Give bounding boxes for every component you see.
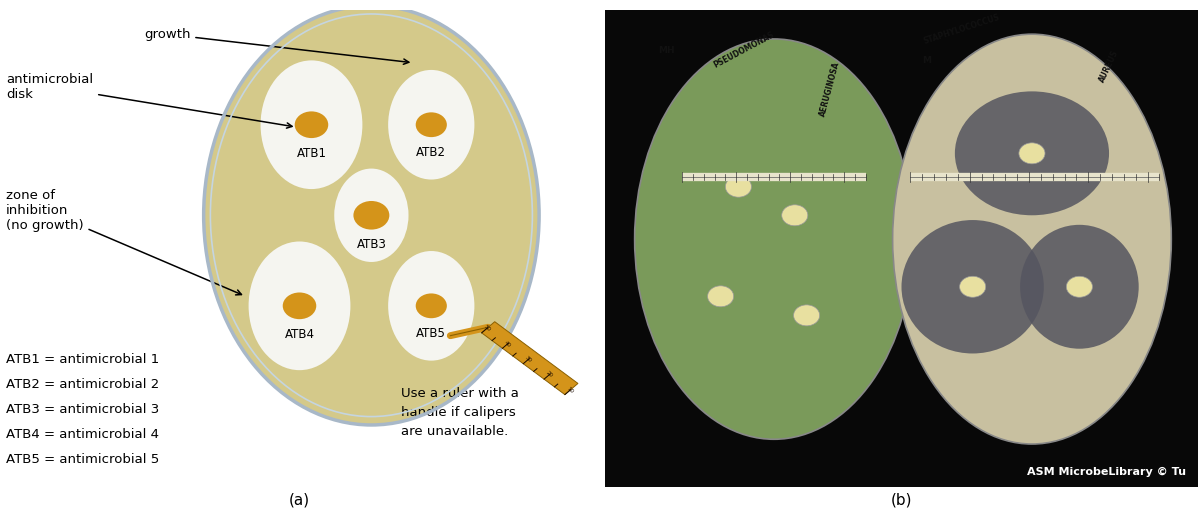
Text: growth: growth <box>144 27 409 64</box>
Ellipse shape <box>893 34 1172 444</box>
Text: AUREUS: AUREUS <box>1097 49 1120 84</box>
Text: AERUGINOSA: AERUGINOSA <box>818 60 842 117</box>
Text: (b): (b) <box>891 493 912 507</box>
Circle shape <box>353 201 389 229</box>
Text: 40: 40 <box>503 340 512 348</box>
Text: MH: MH <box>659 46 674 55</box>
Text: STAPHYLOCOCCUS: STAPHYLOCOCCUS <box>922 12 1000 46</box>
Text: ATB3: ATB3 <box>357 238 386 251</box>
Ellipse shape <box>901 220 1043 353</box>
Ellipse shape <box>388 251 474 361</box>
Ellipse shape <box>249 241 351 370</box>
Text: ATB4: ATB4 <box>284 328 315 341</box>
Text: ATB5 = antimicrobial 5: ATB5 = antimicrobial 5 <box>6 453 159 466</box>
Text: 20: 20 <box>545 370 553 379</box>
Text: PSEUDOMONAS: PSEUDOMONAS <box>712 30 775 69</box>
Text: ATB1 = antimicrobial 1: ATB1 = antimicrobial 1 <box>6 353 159 366</box>
Text: ATB3 = antimicrobial 3: ATB3 = antimicrobial 3 <box>6 403 159 416</box>
Circle shape <box>1066 276 1093 297</box>
Ellipse shape <box>1021 225 1139 349</box>
Text: ATB2 = antimicrobial 2: ATB2 = antimicrobial 2 <box>6 378 159 391</box>
Text: M: M <box>922 56 931 65</box>
Circle shape <box>708 286 733 307</box>
Ellipse shape <box>635 39 913 439</box>
Ellipse shape <box>261 61 363 189</box>
Ellipse shape <box>204 6 539 425</box>
Ellipse shape <box>955 91 1109 215</box>
Text: ATB5: ATB5 <box>417 327 446 340</box>
Text: ATB2: ATB2 <box>416 146 447 159</box>
Text: antimicrobial
disk: antimicrobial disk <box>6 73 292 128</box>
Circle shape <box>416 112 447 137</box>
Text: Use a ruler with a
handle if calipers
are unavailable.: Use a ruler with a handle if calipers ar… <box>401 387 519 438</box>
Text: ASM MicrobeLibrary © Tu: ASM MicrobeLibrary © Tu <box>1027 467 1186 478</box>
Circle shape <box>793 305 819 326</box>
Text: (a): (a) <box>289 493 310 507</box>
Circle shape <box>416 293 447 318</box>
Circle shape <box>1019 143 1045 164</box>
Circle shape <box>960 276 986 297</box>
Circle shape <box>782 205 807 226</box>
Circle shape <box>283 293 316 319</box>
Text: 30: 30 <box>525 355 533 364</box>
Text: 50: 50 <box>483 324 491 333</box>
Text: 10: 10 <box>565 386 574 394</box>
Circle shape <box>295 111 328 138</box>
Text: ATB4 = antimicrobial 4: ATB4 = antimicrobial 4 <box>6 428 159 441</box>
Ellipse shape <box>334 168 409 262</box>
Circle shape <box>725 176 751 197</box>
Ellipse shape <box>388 70 474 180</box>
Text: ATB1: ATB1 <box>296 147 327 160</box>
Text: zone of
inhibition
(no growth): zone of inhibition (no growth) <box>6 189 242 295</box>
Polygon shape <box>482 322 577 395</box>
